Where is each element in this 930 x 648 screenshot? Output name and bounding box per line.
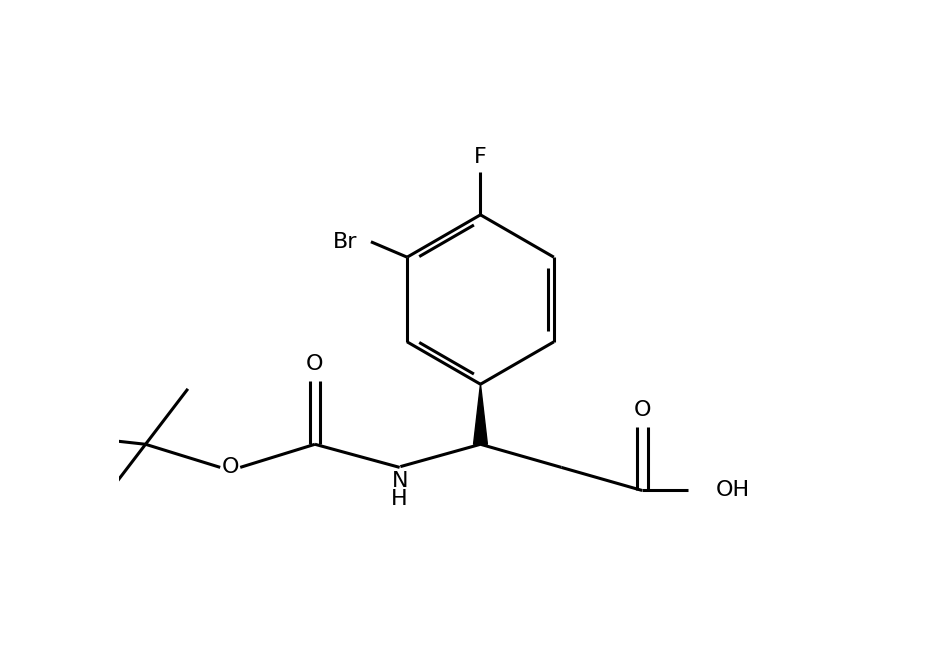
Text: OH: OH — [715, 480, 750, 500]
Text: O: O — [221, 457, 239, 478]
Text: F: F — [474, 147, 486, 167]
Text: O: O — [633, 400, 651, 421]
Text: N: N — [392, 471, 408, 491]
Text: Br: Br — [333, 232, 358, 252]
Polygon shape — [473, 384, 487, 445]
Text: O: O — [306, 354, 324, 374]
Text: H: H — [392, 489, 408, 509]
